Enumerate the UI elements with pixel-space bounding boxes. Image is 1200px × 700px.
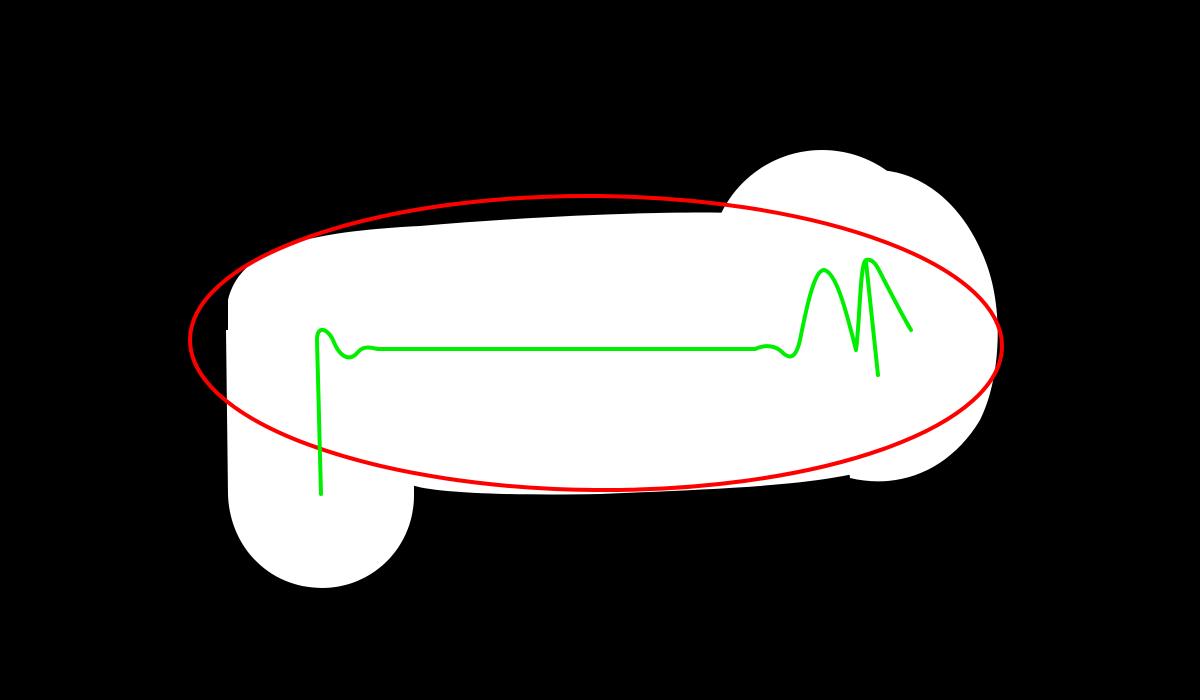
- mask-right-bulge: [840, 169, 998, 482]
- white-mask-region: [226, 150, 998, 588]
- green-trace-curve: [315, 257, 913, 496]
- red-ellipse-outline: [188, 193, 1004, 493]
